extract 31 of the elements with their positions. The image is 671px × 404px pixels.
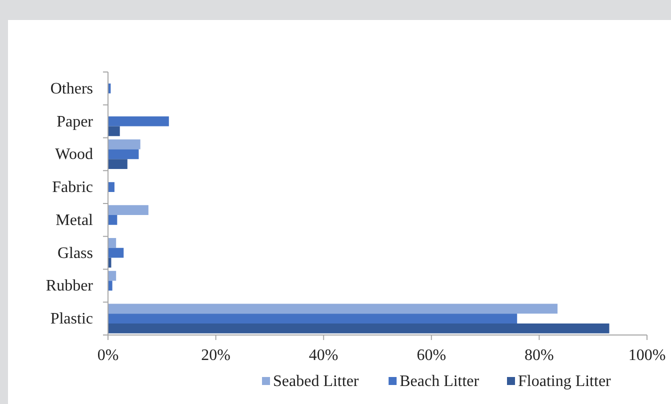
x-tick-label: 0%	[97, 347, 119, 364]
x-tick-label: 80%	[524, 347, 554, 364]
x-tick-label: 40%	[308, 347, 338, 364]
x-tick-label: 20%	[201, 347, 230, 364]
bar	[108, 215, 118, 225]
bar	[108, 205, 148, 216]
y-tick-label: Metal	[56, 212, 94, 229]
bar	[108, 116, 169, 126]
bar	[108, 139, 140, 150]
bar	[108, 159, 128, 169]
bar	[108, 304, 558, 314]
x-tick-label: 100%	[628, 347, 666, 364]
bar	[108, 248, 124, 258]
y-tick-label: Wood	[55, 146, 93, 164]
bar	[108, 314, 518, 324]
legend-label: Floating Litter	[518, 373, 612, 390]
bar	[108, 182, 114, 192]
bar	[108, 323, 610, 334]
bar	[108, 149, 139, 160]
legend-label: Seabed Litter	[273, 373, 360, 390]
legend-label: Beach Litter	[400, 373, 480, 390]
y-tick-label: Others	[50, 80, 93, 98]
y-tick-label: Fabric	[52, 179, 93, 196]
bar	[108, 126, 120, 136]
y-tick-label: Paper	[56, 113, 94, 130]
y-tick-label: Glass	[57, 244, 93, 262]
y-tick-label: Plastic	[50, 310, 93, 328]
y-tick-label: Rubber	[46, 278, 94, 295]
bar	[108, 270, 116, 281]
bar	[108, 238, 116, 248]
x-tick-label: 60%	[416, 347, 446, 364]
